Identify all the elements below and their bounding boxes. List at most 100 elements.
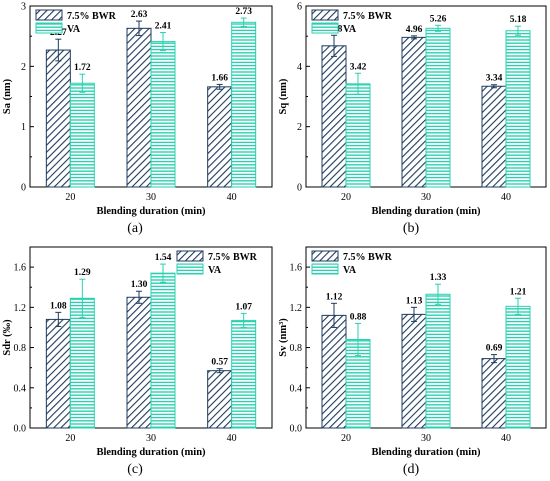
x-tick-label: 20 <box>65 433 75 444</box>
y-tick-label: 0.0 <box>14 424 27 435</box>
data-label-bwr: 0.57 <box>211 358 228 368</box>
legend-label-va: VA <box>343 265 357 276</box>
data-label-va: 2.73 <box>235 7 252 17</box>
panel-label: (b) <box>403 221 420 236</box>
y-tick-label: 3 <box>21 2 26 13</box>
x-axis-title: Blending duration (min) <box>96 447 206 458</box>
legend-swatch-bwr <box>311 250 339 262</box>
bar-va <box>69 297 95 429</box>
bar-va <box>231 21 257 188</box>
bar-bwr <box>481 85 507 188</box>
legend-label-va: VA <box>67 24 81 35</box>
legend-label-bwr: 7.5% BWR <box>67 11 117 22</box>
panel-label: (a) <box>127 221 143 236</box>
y-tick-label: 1.2 <box>14 303 27 314</box>
y-tick-label: 2 <box>21 62 26 73</box>
data-label-bwr: 4.96 <box>406 25 423 35</box>
data-label-va: 1.33 <box>430 273 447 283</box>
bar-va <box>150 272 176 429</box>
legend-swatch-va <box>311 263 339 275</box>
data-label-bwr: 1.08 <box>50 301 67 311</box>
bar-va <box>425 293 451 429</box>
y-tick-label: 1.6 <box>14 263 27 274</box>
y-tick-label: 0 <box>297 183 302 194</box>
y-tick-label: 0.4 <box>290 383 303 394</box>
y-axis-title: Sq (nm) <box>278 78 289 114</box>
legend-swatch-bwr <box>311 9 339 21</box>
legend-label-va: VA <box>343 24 357 35</box>
chart-panels: 0123202.271.72302.632.41401.662.73Blendi… <box>2 2 547 477</box>
bar-bwr <box>45 49 71 188</box>
data-label-va: 1.07 <box>235 302 252 312</box>
y-axis-title: Sa (nm) <box>2 78 13 114</box>
x-tick-label: 40 <box>501 192 511 203</box>
legend-swatch-va <box>311 22 339 34</box>
bar-bwr <box>401 313 427 429</box>
bar-bwr <box>401 36 427 188</box>
x-tick-label: 30 <box>146 433 156 444</box>
bar-va <box>425 27 451 188</box>
data-label-bwr: 2.63 <box>131 10 148 20</box>
y-tick-label: 0.4 <box>14 383 27 394</box>
data-label-va: 5.18 <box>510 15 527 25</box>
bar-bwr <box>207 370 233 429</box>
data-label-bwr: 1.30 <box>131 280 148 290</box>
x-tick-label: 40 <box>501 433 511 444</box>
data-label-bwr: 3.34 <box>486 74 503 84</box>
legend-label-bwr: 7.5% BWR <box>208 252 258 263</box>
y-tick-label: 4 <box>297 62 302 73</box>
data-label-va: 1.29 <box>74 268 91 278</box>
bar-va <box>69 82 95 188</box>
y-tick-label: 1.6 <box>290 263 303 274</box>
legend-swatch-va <box>35 22 63 34</box>
bar-va <box>505 30 531 188</box>
bar-bwr <box>207 86 233 188</box>
x-tick-label: 40 <box>227 192 237 203</box>
panel-label: (d) <box>403 462 420 477</box>
y-tick-label: 0 <box>21 183 26 194</box>
bar-bwr <box>321 314 347 429</box>
chart-panel-4: 0.0 0.4 0.8 1.2 1.6 20 1.12 0.88 30 1.13 1.33 40 0.6… <box>278 246 547 477</box>
data-label-va: 3.42 <box>350 62 367 72</box>
y-tick-label: 2 <box>297 122 302 133</box>
y-tick-label: 0.8 <box>14 343 27 354</box>
bar-bwr <box>45 318 71 429</box>
legend-label-bwr: 7.5% BWR <box>343 11 393 22</box>
data-label-bwr: 1.66 <box>211 73 228 83</box>
x-tick-label: 20 <box>341 433 351 444</box>
legend: 7.5% BWR VA <box>35 9 117 35</box>
x-axis-title: Blending duration (min) <box>371 206 481 217</box>
data-label-bwr: 0.69 <box>486 344 503 354</box>
bar-va <box>505 305 531 429</box>
x-tick-label: 20 <box>341 192 351 203</box>
chart-panel-1: 0123202.271.72302.632.41401.662.73Blendi… <box>2 2 273 236</box>
legend-swatch-bwr <box>35 9 63 21</box>
legend: 7.5% BWR VA <box>311 9 393 35</box>
data-label-bwr: 1.13 <box>406 296 423 306</box>
chart-panel-2: 0246204.683.42304.965.26403.345.18Blendi… <box>278 2 547 236</box>
y-tick-label: 0.0 <box>290 424 303 435</box>
x-tick-label: 20 <box>65 192 75 203</box>
data-label-va: 1.21 <box>510 287 527 297</box>
panel-label: (c) <box>127 462 143 477</box>
legend-swatch-va <box>176 263 204 275</box>
bar-bwr <box>321 45 347 188</box>
y-tick-label: 1.2 <box>290 303 303 314</box>
data-label-va: 1.72 <box>74 63 91 73</box>
data-label-va: 1.54 <box>155 253 172 263</box>
legend-swatch-bwr <box>176 250 204 262</box>
legend: 7.5% BWR VA <box>176 250 258 276</box>
data-label-va: 2.41 <box>155 22 172 32</box>
y-tick-label: 1 <box>21 122 26 133</box>
x-tick-label: 30 <box>146 192 156 203</box>
y-tick-label: 0.8 <box>290 343 303 354</box>
x-tick-label: 40 <box>227 433 237 444</box>
legend: 7.5% BWR VA <box>311 250 393 276</box>
chart-panel-3: 0.0 0.4 0.8 1.2 1.6 20 1.08 1.29 30 1.30 1.54 40 0.5… <box>2 246 273 477</box>
data-label-bwr: 1.12 <box>326 292 343 302</box>
bar-bwr <box>126 296 152 429</box>
legend-label-bwr: 7.5% BWR <box>343 252 393 263</box>
bar-bwr <box>126 27 152 188</box>
bar-va <box>345 83 371 188</box>
